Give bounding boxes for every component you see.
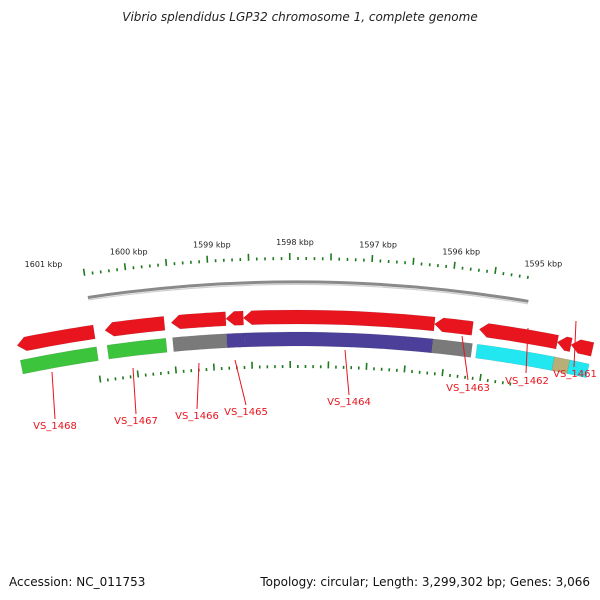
gene-arrow	[225, 310, 244, 326]
gene-label: VS_1468	[33, 421, 77, 432]
gene-arrow	[434, 317, 474, 336]
leader-line	[344, 349, 350, 396]
scale-label: 1596 kbp	[442, 247, 480, 256]
gene-arrow	[242, 309, 436, 332]
outer-tick	[82, 268, 86, 276]
cog-category-bar	[226, 332, 245, 349]
gene-label: VS_1465	[224, 407, 268, 418]
outer-tick	[164, 258, 168, 266]
gene-label: VS_1466	[175, 411, 219, 422]
scale-labels: 1601 kbp 1600 kbp 1599 kbp 1598 kbp 1597 kbp…	[25, 238, 563, 269]
scale-label: 1597 kbp	[359, 240, 397, 249]
leader-line	[573, 320, 577, 368]
gene-label: VS_1467	[114, 416, 158, 427]
gene-arrow	[16, 324, 96, 352]
gene-features	[16, 309, 595, 378]
scale-label: 1601 kbp	[25, 260, 63, 269]
genome-stats: Topology: circular; Length: 3,299,302 bp…	[260, 575, 590, 589]
leader-line	[51, 371, 56, 420]
gene-label: VS_1463	[446, 383, 490, 394]
backbone-ring	[87, 280, 529, 305]
cog-category-bar	[106, 338, 168, 360]
scale-label: 1595 kbp	[524, 259, 562, 268]
scale-label: 1600 kbp	[110, 248, 148, 257]
cog-category-bar	[19, 346, 99, 375]
outer-tick	[494, 266, 497, 275]
backbone-line	[87, 280, 529, 303]
cog-category-bar	[431, 338, 473, 358]
cog-category-bar	[566, 359, 590, 378]
leader-line	[132, 367, 137, 415]
leader-line	[234, 359, 247, 406]
outer-tick	[123, 263, 127, 271]
gene-label: VS_1461	[553, 369, 597, 380]
gene-label: VS_1464	[327, 397, 371, 408]
inner-tick	[136, 370, 140, 378]
inner-tick	[479, 373, 482, 381]
inner-tick	[98, 375, 102, 383]
backbone-highlight	[88, 283, 529, 305]
label-leaders	[51, 320, 577, 420]
scale-label: 1599 kbp	[193, 240, 231, 249]
map-title: Vibrio splendidus LGP32 chromosome 1, co…	[122, 10, 478, 24]
outer-tick	[412, 257, 415, 265]
cog-category-bar	[172, 333, 228, 352]
scale-label: 1598 kbp	[276, 238, 314, 247]
accession-text: Accession: NC_011753	[9, 575, 146, 589]
inner-tick	[403, 365, 406, 373]
outer-tick	[453, 261, 456, 269]
cog-category-bar	[243, 331, 434, 354]
gene-arrow	[478, 323, 559, 350]
leader-line	[461, 335, 469, 381]
gene-arrow	[570, 339, 595, 357]
gene-labels: VS_1468 VS_1467 VS_1466 VS_1465 VS_1464 VS_14…	[33, 369, 597, 432]
tick-marks	[82, 253, 529, 386]
inner-tick	[174, 366, 177, 374]
gene-arrow	[104, 316, 166, 337]
inner-tick	[441, 369, 444, 377]
cog-category-bar	[475, 343, 555, 371]
leader-line	[196, 362, 200, 410]
gene-arrow	[556, 336, 573, 352]
leader-line	[525, 327, 529, 374]
gene-label: VS_1462	[505, 376, 549, 387]
gene-arrow	[170, 311, 227, 330]
